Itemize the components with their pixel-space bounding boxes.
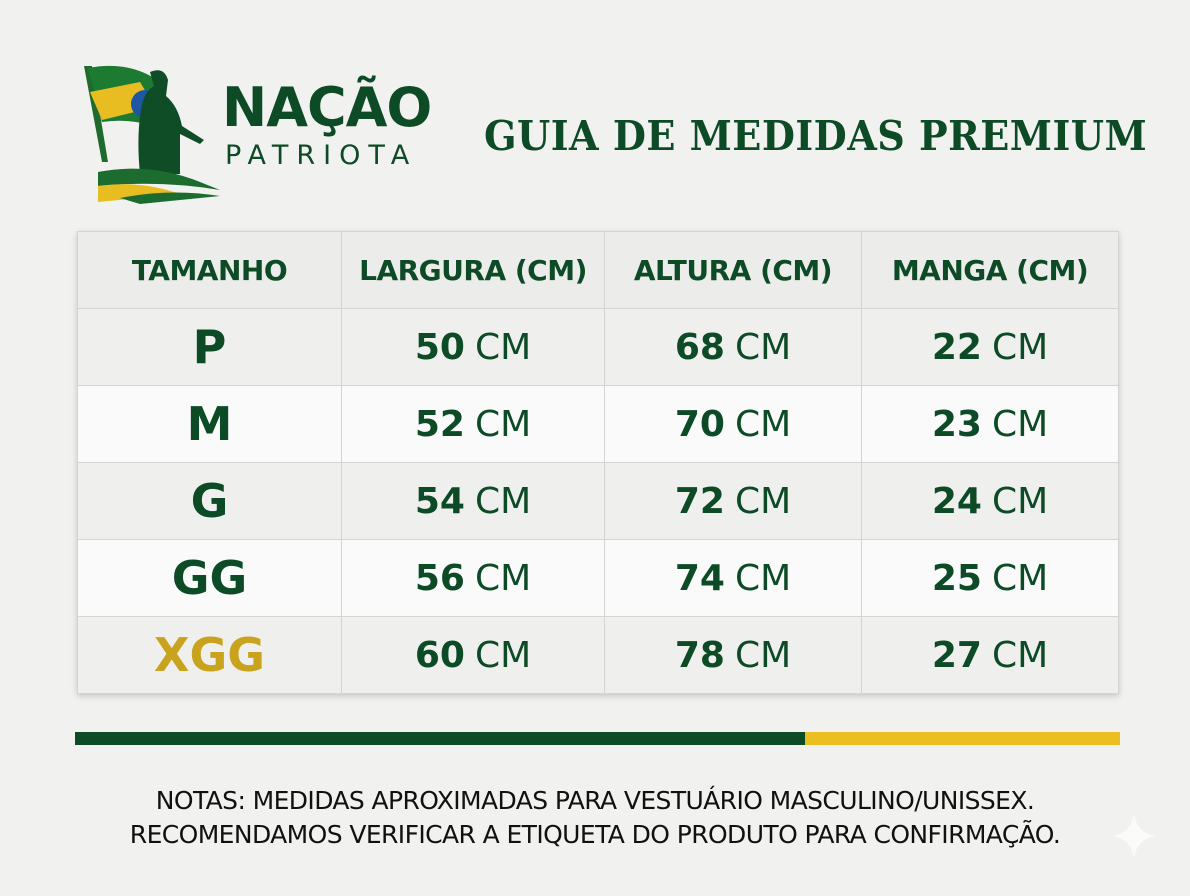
table-row: XGG 60 CM 78 CM 27 CM — [77, 616, 1119, 694]
sparkle-icon — [1112, 814, 1156, 858]
value: 24 — [931, 480, 982, 522]
altura-cell: 74 CM — [604, 539, 862, 617]
size-cell: M — [77, 385, 342, 463]
table-row: G 54 CM 72 CM 24 CM — [77, 462, 1119, 540]
size-cell: G — [77, 462, 342, 540]
manga-cell: 25 CM — [861, 539, 1119, 617]
page-title: GUIA DE MEDIDAS PREMIUM — [484, 112, 1148, 160]
value: 23 — [931, 403, 982, 445]
unit: CM — [991, 557, 1049, 599]
unit: CM — [474, 326, 532, 368]
value: 56 — [414, 557, 465, 599]
manga-cell: 27 CM — [861, 616, 1119, 694]
table-row: GG 56 CM 74 CM 25 CM — [77, 539, 1119, 617]
notes-line-2: RECOMENDAMOS VERIFICAR A ETIQUETA DO PRO… — [129, 820, 1061, 849]
header-altura: ALTURA (CM) — [604, 231, 862, 309]
manga-cell: 23 CM — [861, 385, 1119, 463]
size-cell: P — [77, 308, 342, 386]
nacao-patriota-logo — [84, 65, 220, 204]
unit: CM — [474, 557, 532, 599]
value: 52 — [414, 403, 465, 445]
largura-cell: 56 CM — [341, 539, 605, 617]
header-tamanho: TAMANHO — [77, 231, 342, 309]
unit: CM — [991, 634, 1049, 676]
value: 27 — [931, 634, 982, 676]
unit: CM — [991, 403, 1049, 445]
value: 25 — [931, 557, 982, 599]
unit: CM — [734, 480, 792, 522]
size-table: TAMANHO LARGURA (CM) ALTURA (CM) MANGA (… — [77, 231, 1119, 694]
value: 50 — [414, 326, 465, 368]
value: 68 — [674, 326, 725, 368]
largura-cell: 54 CM — [341, 462, 605, 540]
unit: CM — [991, 480, 1049, 522]
unit: CM — [474, 480, 532, 522]
size-cell: XGG — [77, 616, 342, 694]
header-manga: MANGA (CM) — [861, 231, 1119, 309]
value: 22 — [931, 326, 982, 368]
unit: CM — [734, 557, 792, 599]
value: 54 — [414, 480, 465, 522]
notes: NOTAS: MEDIDAS APROXIMADAS PARA VESTUÁRI… — [0, 784, 1190, 852]
value: 70 — [674, 403, 725, 445]
manga-cell: 22 CM — [861, 308, 1119, 386]
divider-yellow — [805, 732, 1120, 745]
header-largura: LARGURA (CM) — [341, 231, 605, 309]
altura-cell: 70 CM — [604, 385, 862, 463]
unit: CM — [734, 634, 792, 676]
value: 78 — [674, 634, 725, 676]
largura-cell: 60 CM — [341, 616, 605, 694]
unit: CM — [474, 403, 532, 445]
largura-cell: 50 CM — [341, 308, 605, 386]
table-header: TAMANHO LARGURA (CM) ALTURA (CM) MANGA (… — [77, 231, 1119, 309]
divider-green — [75, 732, 805, 745]
value: 72 — [674, 480, 725, 522]
size-cell: GG — [77, 539, 342, 617]
unit: CM — [474, 634, 532, 676]
value: 74 — [674, 557, 725, 599]
largura-cell: 52 CM — [341, 385, 605, 463]
unit: CM — [991, 326, 1049, 368]
altura-cell: 68 CM — [604, 308, 862, 386]
altura-cell: 72 CM — [604, 462, 862, 540]
value: 60 — [414, 634, 465, 676]
unit: CM — [734, 326, 792, 368]
manga-cell: 24 CM — [861, 462, 1119, 540]
table-row: M 52 CM 70 CM 23 CM — [77, 385, 1119, 463]
brand-name: NAÇÃO — [222, 76, 432, 139]
table-row: P 50 CM 68 CM 22 CM — [77, 308, 1119, 386]
notes-line-1: NOTAS: MEDIDAS APROXIMADAS PARA VESTUÁRI… — [155, 786, 1035, 815]
altura-cell: 78 CM — [604, 616, 862, 694]
brand-subtitle: PATRIOTA — [225, 140, 418, 171]
unit: CM — [734, 403, 792, 445]
